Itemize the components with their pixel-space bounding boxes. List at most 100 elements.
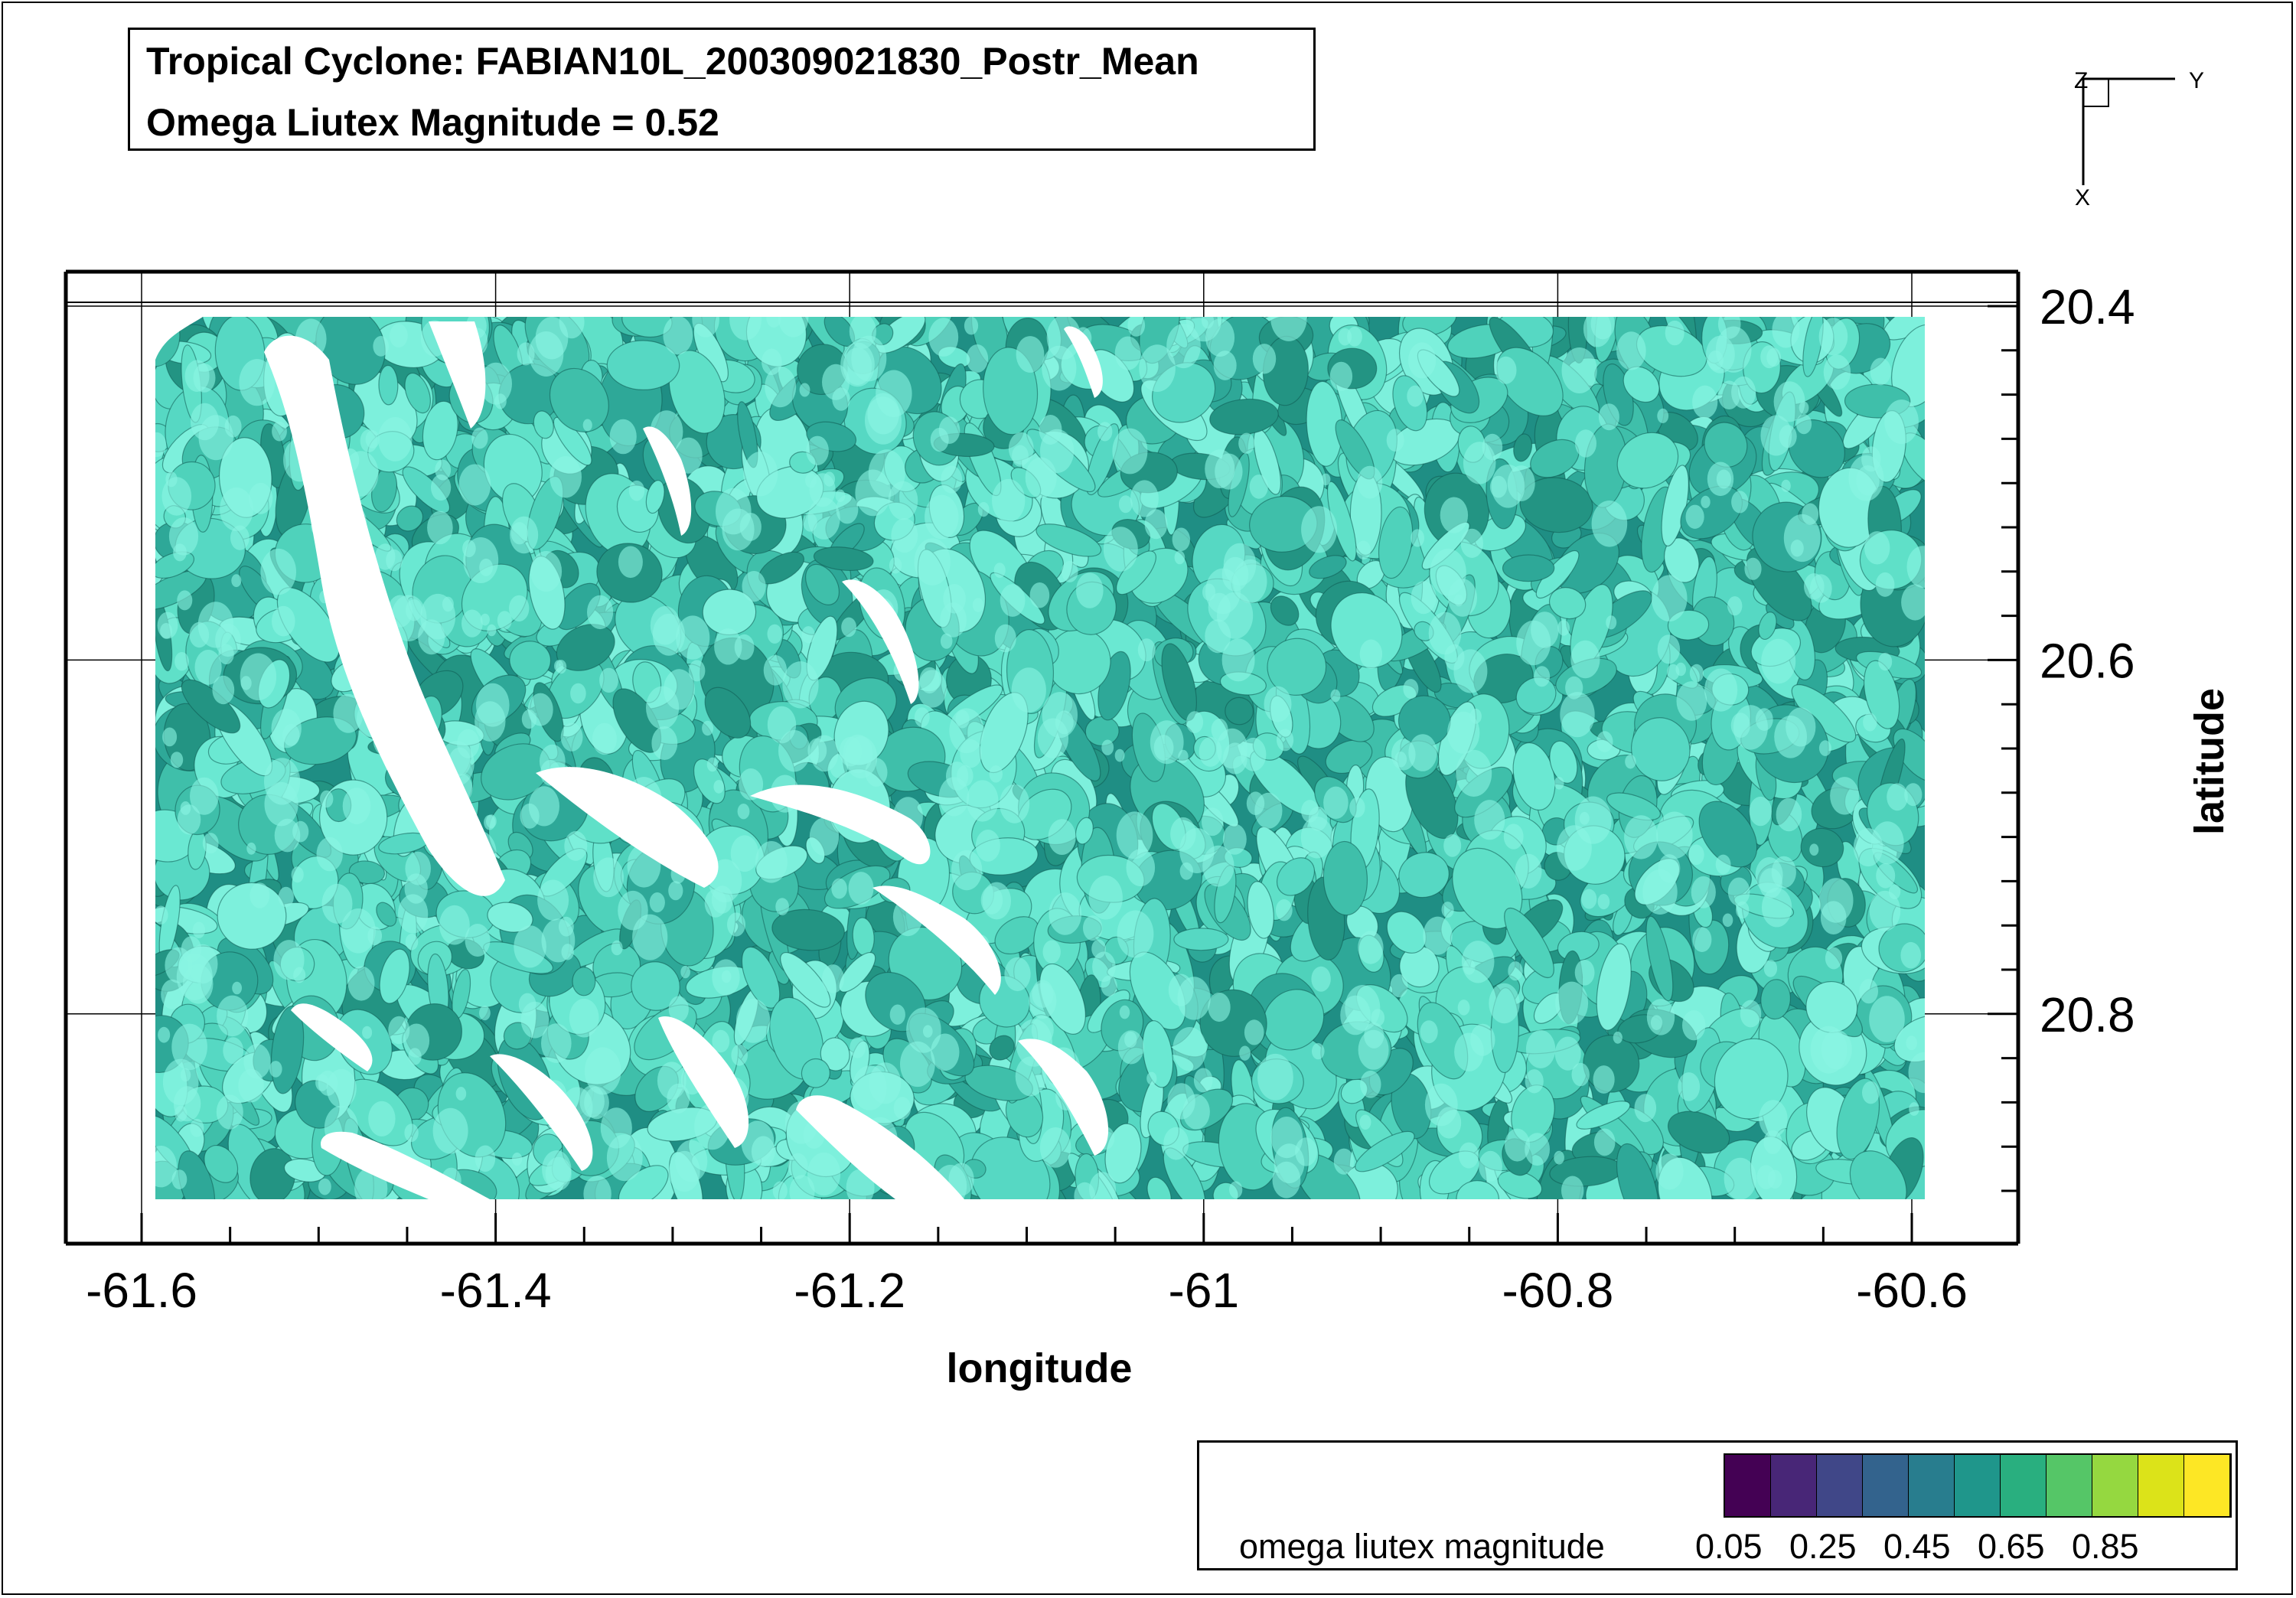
- isosurface-highlight: [1727, 877, 1750, 906]
- isosurface-highlight: [618, 890, 648, 931]
- orientation-z-label: Z: [2074, 68, 2088, 93]
- isosurface-highlight: [486, 814, 497, 828]
- isosurface-highlight: [1011, 667, 1046, 713]
- isosurface-highlight: [1274, 1143, 1305, 1184]
- isosurface-highlight: [1103, 527, 1138, 572]
- plot-frame: [64, 269, 2020, 1246]
- isosurface-highlight: [278, 886, 294, 908]
- isosurface-blob: [1606, 792, 1662, 821]
- isosurface-highlight: [680, 965, 690, 979]
- isosurface-highlight: [1761, 888, 1792, 928]
- isosurface-highlight: [1763, 960, 1778, 977]
- isosurface-highlight: [165, 947, 193, 983]
- isosurface-highlight: [1727, 596, 1743, 616]
- isosurface-field: [155, 317, 1925, 1199]
- isosurface-highlight: [479, 558, 493, 576]
- isosurface-highlight: [232, 981, 242, 995]
- isosurface-highlight: [1359, 639, 1383, 669]
- isosurface-highlight: [161, 477, 192, 516]
- isosurface-highlight: [1676, 681, 1707, 721]
- isosurface-highlight: [1440, 497, 1469, 533]
- isosurface-highlight: [1906, 546, 1925, 588]
- isosurface-highlight: [1428, 611, 1462, 655]
- isosurface-highlight: [788, 1153, 808, 1179]
- isosurface-highlight: [216, 1094, 243, 1130]
- isosurface-highlight: [521, 709, 537, 729]
- isosurface-highlight: [171, 1023, 207, 1071]
- isosurface-highlight: [767, 624, 782, 644]
- isosurface-highlight: [439, 905, 470, 945]
- isosurface-highlight: [187, 944, 218, 984]
- isosurface-highlight: [1039, 1127, 1071, 1168]
- isosurface-highlight: [1759, 1100, 1788, 1137]
- isosurface-blob: [1267, 638, 1327, 696]
- isosurface-highlight: [1767, 1169, 1782, 1189]
- isosurface-highlight: [1691, 876, 1716, 908]
- isosurface-highlight: [1004, 957, 1031, 992]
- isosurface-highlight: [1347, 326, 1362, 347]
- isosurface-highlight: [729, 317, 762, 341]
- isosurface-blob: [1355, 1130, 1415, 1172]
- isosurface-highlight: [1139, 344, 1176, 392]
- isosurface-highlight: [1704, 668, 1738, 712]
- isosurface-highlight: [1015, 1056, 1046, 1097]
- isosurface-highlight: [1597, 894, 1610, 910]
- isosurface-highlight: [1755, 708, 1773, 731]
- isosurface-highlight: [831, 878, 847, 899]
- isosurface-highlight: [1525, 1069, 1544, 1094]
- isosurface-highlight: [347, 966, 375, 1001]
- isosurface-highlight: [900, 1041, 935, 1088]
- isosurface-highlight: [1688, 844, 1704, 866]
- isosurface-highlight: [692, 317, 719, 338]
- isosurface-highlight: [1270, 317, 1307, 341]
- isosurface-highlight: [1534, 666, 1551, 687]
- isosurface-highlight: [1257, 1053, 1293, 1101]
- isosurface-blob: [204, 1145, 239, 1183]
- isosurface-highlight: [1074, 1182, 1096, 1199]
- legend-swatch: [2184, 1455, 2230, 1516]
- isosurface-blob: [1035, 523, 1102, 557]
- isosurface-highlight: [1909, 1102, 1919, 1116]
- isosurface-highlight: [807, 1152, 841, 1196]
- isosurface-highlight: [223, 1037, 244, 1065]
- isosurface-highlight: [1202, 807, 1224, 837]
- isosurface-blob: [487, 902, 533, 933]
- isosurface-highlight: [1000, 584, 1026, 617]
- isosurface-highlight: [217, 995, 249, 1037]
- isosurface-highlight: [180, 1068, 191, 1082]
- isosurface-highlight: [1689, 664, 1704, 683]
- isosurface-highlight: [1525, 1029, 1556, 1068]
- isosurface-highlight: [1869, 890, 1901, 931]
- isosurface-highlight: [157, 611, 178, 639]
- isosurface-highlight: [1516, 620, 1551, 666]
- isosurface-highlight: [1482, 433, 1503, 461]
- isosurface-highlight: [1856, 465, 1880, 496]
- isosurface-highlight: [1554, 777, 1564, 790]
- isosurface-highlight: [737, 804, 750, 820]
- isosurface-highlight: [1505, 1128, 1530, 1162]
- isosurface-highlight: [741, 1120, 775, 1163]
- isosurface-blob: [549, 367, 609, 432]
- isosurface-highlight: [404, 1123, 419, 1143]
- isosurface-blob: [1596, 943, 1632, 1031]
- isosurface-highlight: [272, 605, 295, 637]
- isosurface-highlight: [852, 1065, 887, 1110]
- isosurface-highlight: [1581, 889, 1597, 909]
- isosurface-highlight: [1571, 1062, 1590, 1087]
- legend-tick-label: 0.45: [1883, 1527, 1951, 1566]
- isosurface-highlight: [194, 650, 222, 685]
- isosurface-blob: [1456, 1180, 1499, 1199]
- isosurface-blob: [1758, 611, 1777, 641]
- isosurface-blob: [1548, 587, 1587, 620]
- isosurface-highlight: [291, 866, 304, 883]
- isosurface-highlight: [1127, 317, 1146, 337]
- isosurface-highlight: [190, 403, 220, 441]
- isosurface-blob: [606, 340, 680, 391]
- isosurface-highlight: [1300, 816, 1333, 859]
- isosurface-blob: [1502, 554, 1555, 582]
- isosurface-highlight: [1786, 707, 1816, 747]
- isosurface-highlight: [1593, 1065, 1615, 1094]
- isosurface-highlight: [224, 415, 242, 438]
- isosurface-highlight: [1114, 748, 1125, 762]
